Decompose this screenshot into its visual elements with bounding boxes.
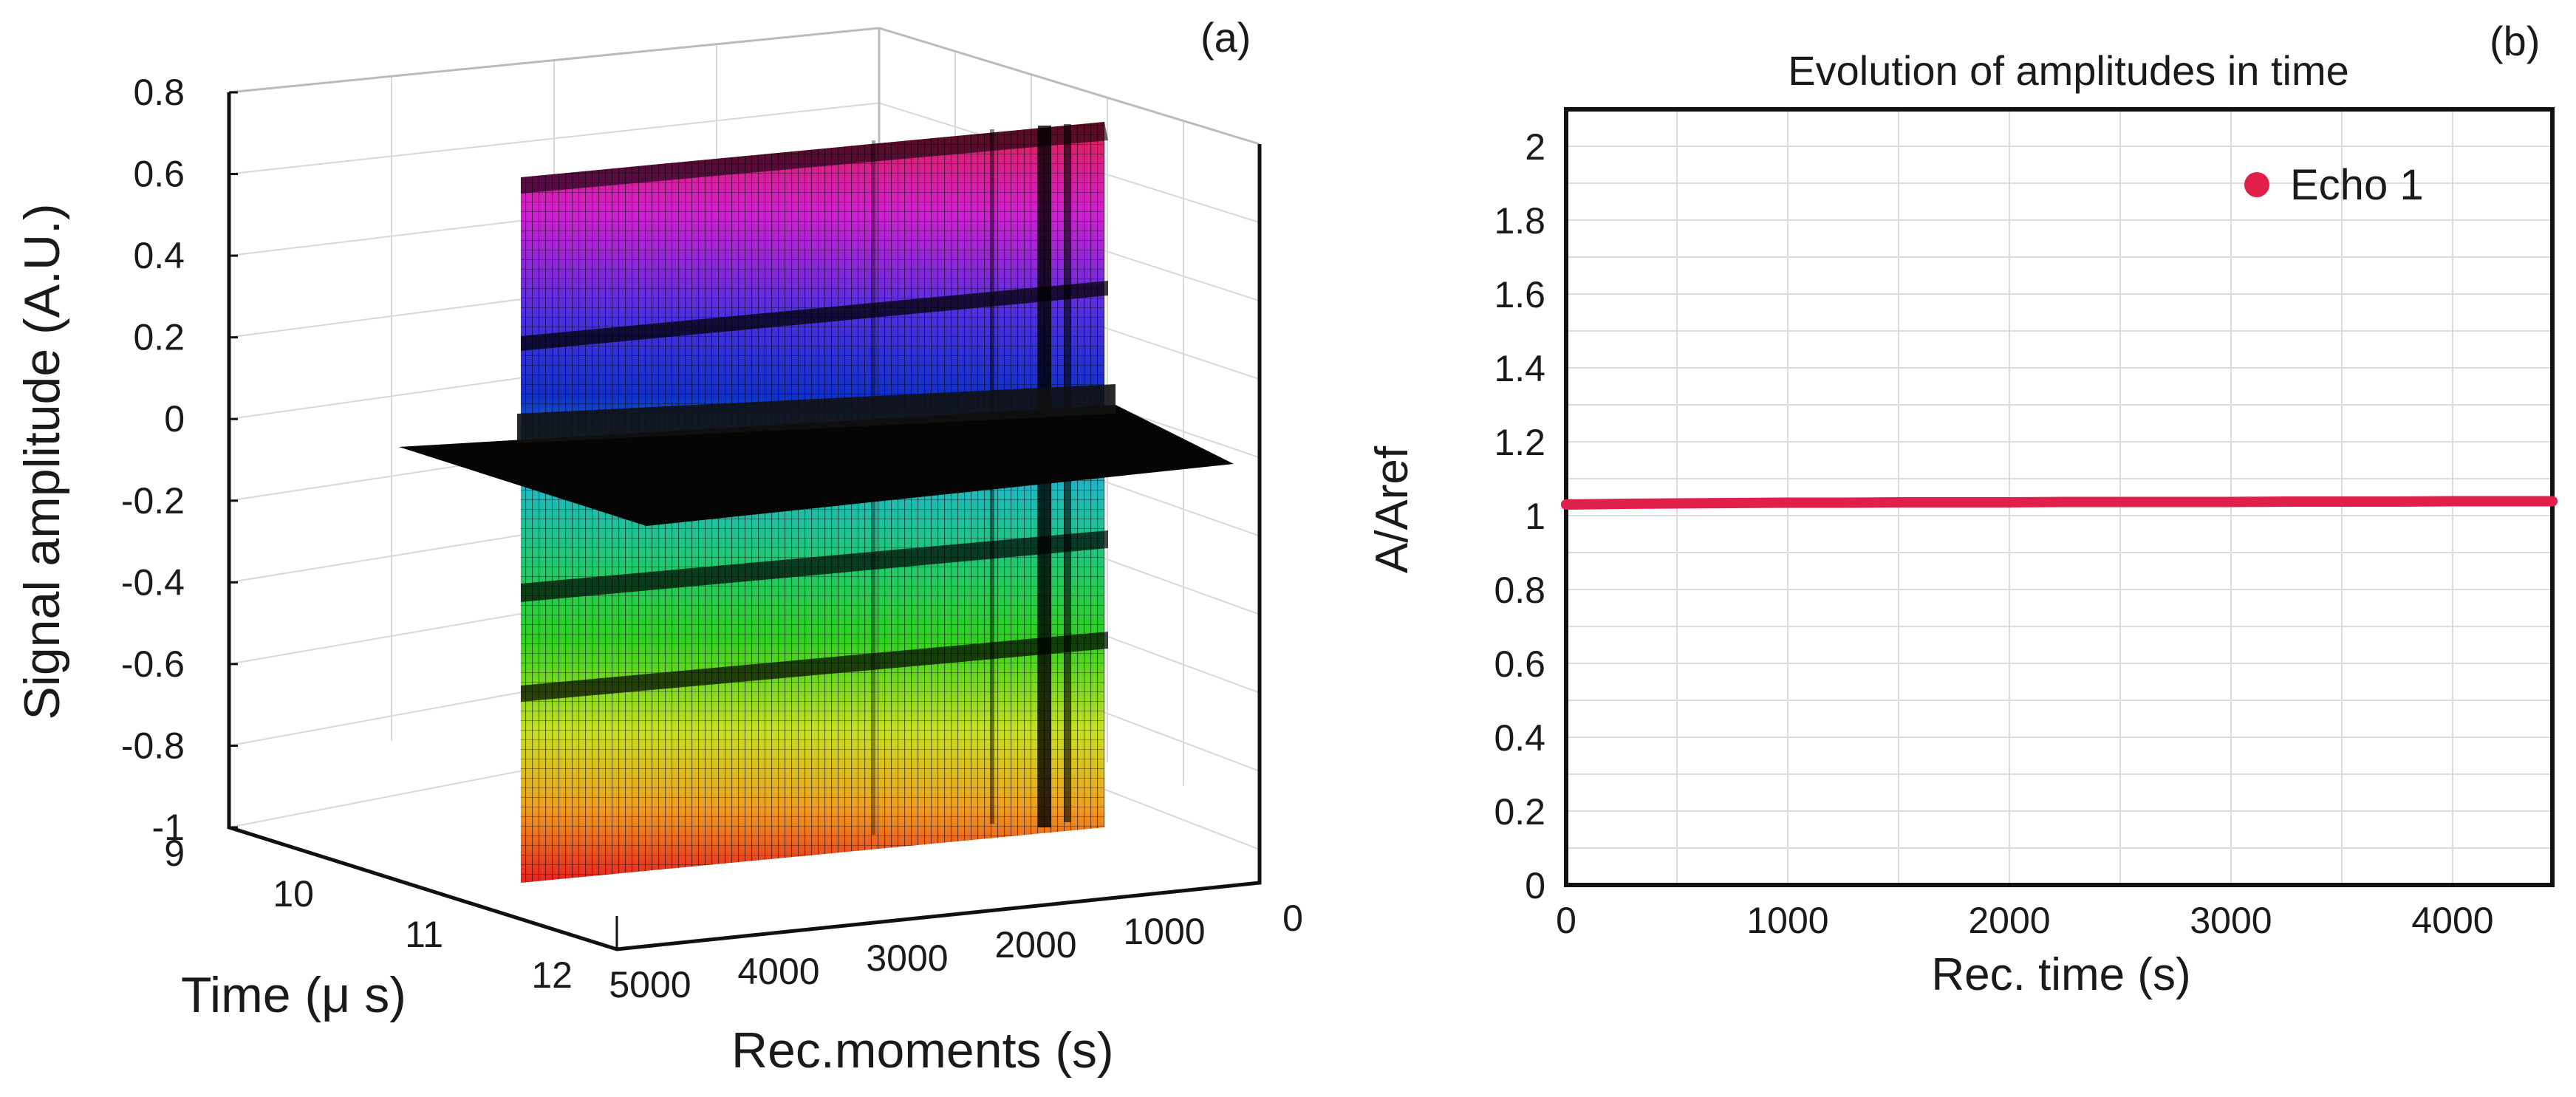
panel-a-z-tick: -0.4 (121, 561, 185, 603)
data-point-echo-1 (2170, 496, 2181, 508)
panel-a-moment-tick: 2000 (994, 924, 1076, 966)
panel-a-z-tick: -0.2 (121, 480, 185, 522)
panel-a-time-tick: 11 (405, 914, 443, 955)
panel-b-label: (b) (2490, 18, 2540, 64)
panel-a-time-tick: 9 (164, 833, 185, 874)
panel-b-y-tick: 1.4 (1494, 348, 1545, 389)
panel-a-z-tick: 0.4 (133, 235, 185, 276)
series-line-echo-1 (1561, 496, 2558, 510)
data-point-echo-1 (1949, 497, 1959, 508)
panel-a-moment-ticks: 5000 4000 3000 2000 1000 0 (609, 898, 1303, 1005)
panel-b-x-tick: 2000 (1968, 900, 2050, 941)
panel-a-time-tick: 12 (531, 954, 573, 996)
data-point-echo-1 (2281, 496, 2292, 507)
panel-a-z-label: Signal amplitude (A.U.) (14, 203, 70, 720)
data-point-echo-1 (2060, 496, 2070, 508)
panel-a-z-tick: -1 (152, 807, 185, 848)
panel-a-z-ticks: 0.8 0.6 0.4 0.2 0 -0.2 -0.4 -0.6 -0.8 -1 (121, 72, 238, 848)
panel-b-y-label: A/Aref (1367, 445, 1418, 573)
panel-a-time-tick: 10 (273, 873, 314, 915)
legend-marker-echo-1 (2244, 172, 2269, 197)
data-point-echo-1 (1727, 498, 1738, 508)
data-point-echo-1 (2115, 496, 2125, 508)
data-point-echo-1 (1838, 497, 1848, 508)
panel-b-legend: Echo 1 (2244, 161, 2424, 209)
signal-surface (399, 122, 1234, 883)
data-point-echo-1 (2392, 496, 2402, 507)
panel-b-y-tick: 2 (1525, 126, 1545, 168)
panel-b-y-tick: 1 (1525, 496, 1545, 537)
panel-a-z-tick: -0.8 (121, 725, 185, 766)
panel-b-y-tick: 0.6 (1494, 643, 1545, 685)
panel-a-moment-tick: 4000 (737, 951, 819, 992)
panel-b-x-ticks: 0 1000 2000 3000 4000 (1556, 900, 2494, 941)
panel-a: 0.80.60.40.20-0.2-0.4-0.6-0.8-1 9101112 … (14, 14, 1303, 1079)
data-point-echo-1 (2337, 496, 2347, 507)
panel-a-z-tick: 0.2 (133, 317, 185, 358)
panel-a-moment-tick: 1000 (1123, 911, 1205, 952)
data-point-echo-1 (2004, 497, 2015, 508)
panel-b-x-tick: 0 (1556, 900, 1576, 941)
panel-b-series (1561, 496, 2558, 510)
panel-a-moment-tick: 0 (1282, 898, 1303, 939)
panel-b-x-tick: 1000 (1746, 900, 1828, 941)
panel-a-moment-label: Rec.moments (s) (731, 1022, 1114, 1079)
panel-a-moment-tick: 5000 (609, 964, 691, 1005)
panel-b-y-tick: 0.8 (1494, 570, 1545, 611)
panel-a-moment-tick: 3000 (866, 937, 948, 979)
panel-b-y-tick: 0.2 (1494, 791, 1545, 833)
data-point-echo-1 (2503, 496, 2513, 507)
panel-a-time-ticks: 9 10 11 12 (164, 833, 573, 996)
panel-a-z-tick: 0 (164, 398, 185, 440)
panel-b-y-tick: 1.2 (1494, 422, 1545, 463)
data-point-echo-1 (1616, 499, 1627, 509)
panel-b-x-label: Rec. time (s) (1931, 949, 2190, 1000)
panel-b-y-tick: 0 (1525, 865, 1545, 906)
data-point-echo-1 (2547, 496, 2558, 507)
data-point-echo-1 (1893, 497, 1904, 508)
data-point-echo-1 (1561, 499, 1571, 510)
data-point-echo-1 (1783, 497, 1793, 508)
panel-b-y-tick: 1.6 (1494, 274, 1545, 315)
panel-b: 0 1000 2000 3000 4000 0 0.2 0.4 0.6 0.8 1 1.2 1.4 1.… (1367, 18, 2558, 1000)
panel-a-time-label: Time (μ s) (181, 967, 406, 1023)
data-point-echo-1 (1672, 498, 1682, 509)
panel-b-y-tick: 0.4 (1494, 717, 1545, 759)
panel-a-z-tick: 0.8 (133, 72, 185, 113)
panel-a-z-tick: -0.6 (121, 643, 185, 685)
panel-b-y-ticks: 0 0.2 0.4 0.6 0.8 1 1.2 1.4 1.6 1.8 2 (1494, 126, 1545, 906)
legend-label-echo-1: Echo 1 (2290, 161, 2424, 209)
panel-a-z-tick: 0.6 (133, 154, 185, 195)
data-point-echo-1 (2226, 496, 2236, 508)
data-point-echo-1 (2447, 496, 2458, 507)
panel-b-x-tick: 3000 (2190, 900, 2272, 941)
panel-b-x-tick: 4000 (2411, 900, 2493, 941)
panel-b-y-tick: 1.8 (1494, 200, 1545, 242)
panel-a-label: (a) (1200, 14, 1251, 61)
panel-b-title: Evolution of amplitudes in time (1788, 47, 2349, 94)
